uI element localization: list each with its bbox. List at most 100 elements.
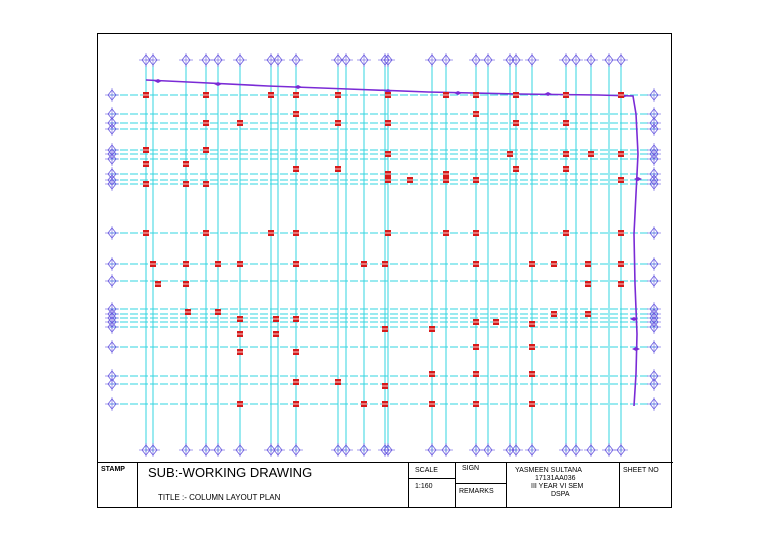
column-rect-icon bbox=[385, 92, 391, 98]
boundary-vertex-icon bbox=[634, 177, 642, 181]
column-rect-icon bbox=[268, 92, 274, 98]
column-rect-icon bbox=[293, 111, 299, 117]
column-rect-icon bbox=[585, 311, 591, 317]
column-rect-icon bbox=[183, 281, 189, 287]
diamond-cross-icon bbox=[289, 443, 303, 457]
column-rect-icon bbox=[551, 261, 557, 267]
column-rect-icon bbox=[429, 326, 435, 332]
diamond-cross-icon bbox=[105, 226, 119, 240]
column-rect-icon bbox=[183, 161, 189, 167]
column-rect-icon bbox=[237, 261, 243, 267]
column-rect-icon bbox=[143, 161, 149, 167]
subject-cell: SUB:-WORKING DRAWING TITLE :- COLUMN LAY… bbox=[138, 463, 409, 508]
column-rect-icon bbox=[585, 281, 591, 287]
column-rect-icon bbox=[335, 166, 341, 172]
column-rect-icon bbox=[273, 316, 279, 322]
sheet-no-cell: SHEET NO bbox=[620, 463, 673, 508]
scale-cell: SCALE 1:160 bbox=[409, 463, 456, 508]
diamond-cross-icon bbox=[525, 53, 539, 67]
column-rect-icon bbox=[183, 181, 189, 187]
year-sem: III YEAR VI SEM bbox=[531, 483, 584, 490]
boundary-vertex-icon bbox=[214, 82, 222, 86]
diamond-cross-icon bbox=[105, 122, 119, 136]
diamond-cross-icon bbox=[233, 443, 247, 457]
column-rect-icon bbox=[385, 171, 391, 177]
diamond-cross-icon bbox=[614, 443, 628, 457]
column-rect-icon bbox=[335, 92, 341, 98]
diamond-cross-icon bbox=[481, 53, 495, 67]
diamond-cross-icon bbox=[525, 443, 539, 457]
sheet-no-label: SHEET NO bbox=[623, 467, 659, 474]
column-rect-icon bbox=[203, 147, 209, 153]
diamond-cross-icon bbox=[105, 397, 119, 411]
column-rect-icon bbox=[143, 147, 149, 153]
column-rect-icon bbox=[155, 281, 161, 287]
column-rect-icon bbox=[529, 321, 535, 327]
column-rect-icon bbox=[203, 120, 209, 126]
column-rect-icon bbox=[588, 151, 594, 157]
diamond-cross-icon bbox=[381, 443, 395, 457]
diamond-cross-icon bbox=[105, 340, 119, 354]
column-rect-icon bbox=[563, 230, 569, 236]
diamond-cross-icon bbox=[381, 53, 395, 67]
column-rect-icon bbox=[215, 309, 221, 315]
column-rect-icon bbox=[150, 261, 156, 267]
diamond-cross-icon bbox=[584, 53, 598, 67]
column-rect-icon bbox=[563, 151, 569, 157]
column-rect-icon bbox=[382, 383, 388, 389]
subject-text: SUB:-WORKING DRAWING bbox=[148, 465, 313, 480]
diamond-cross-icon bbox=[357, 53, 371, 67]
column-rect-icon bbox=[237, 120, 243, 126]
diamond-cross-icon bbox=[469, 443, 483, 457]
column-rect-icon bbox=[382, 401, 388, 407]
grid-markers bbox=[105, 53, 661, 457]
diamond-cross-icon bbox=[647, 377, 661, 391]
boundary-vertex-icon bbox=[294, 85, 302, 89]
diamond-cross-icon bbox=[357, 443, 371, 457]
column-layout-plan bbox=[105, 53, 661, 457]
column-rect-icon bbox=[237, 349, 243, 355]
column-rect-icon bbox=[618, 261, 624, 267]
column-rect-icon bbox=[513, 120, 519, 126]
column-rect-icon bbox=[443, 230, 449, 236]
boundary-vertex-icon bbox=[454, 91, 462, 95]
column-rect-icon bbox=[143, 92, 149, 98]
diamond-cross-icon bbox=[647, 257, 661, 271]
column-rect-icon bbox=[203, 92, 209, 98]
column-rect-icon bbox=[293, 401, 299, 407]
diamond-cross-icon bbox=[105, 257, 119, 271]
diamond-cross-icon bbox=[647, 177, 661, 191]
diamond-cross-icon bbox=[439, 53, 453, 67]
column-rect-icon bbox=[335, 120, 341, 126]
column-rect-icon bbox=[143, 230, 149, 236]
diamond-cross-icon bbox=[105, 177, 119, 191]
diamond-cross-icon bbox=[509, 443, 523, 457]
title-block: STAMP SUB:-WORKING DRAWING TITLE :- COLU… bbox=[98, 462, 673, 508]
column-rect-icon bbox=[293, 166, 299, 172]
diamond-cross-icon bbox=[647, 88, 661, 102]
sign-cell: SIGN REMARKS bbox=[456, 463, 507, 508]
column-rect-icon bbox=[443, 92, 449, 98]
vertical-grid-lines bbox=[145, 64, 622, 452]
boundary-vertex-icon bbox=[154, 79, 162, 83]
columns bbox=[143, 92, 624, 407]
boundary-vertex-icon bbox=[632, 347, 640, 351]
column-rect-icon bbox=[361, 401, 367, 407]
diamond-cross-icon bbox=[425, 53, 439, 67]
column-rect-icon bbox=[237, 401, 243, 407]
column-rect-icon bbox=[293, 230, 299, 236]
boundary-vertex-icon bbox=[630, 317, 638, 321]
column-rect-icon bbox=[203, 230, 209, 236]
column-rect-icon bbox=[293, 92, 299, 98]
diamond-cross-icon bbox=[199, 443, 213, 457]
diamond-cross-icon bbox=[647, 152, 661, 166]
column-rect-icon bbox=[618, 281, 624, 287]
diamond-cross-icon bbox=[602, 53, 616, 67]
diamond-cross-icon bbox=[146, 443, 160, 457]
column-rect-icon bbox=[618, 151, 624, 157]
column-rect-icon bbox=[529, 261, 535, 267]
diamond-cross-icon bbox=[469, 53, 483, 67]
column-rect-icon bbox=[237, 331, 243, 337]
diamond-cross-icon bbox=[289, 53, 303, 67]
diamond-cross-icon bbox=[614, 53, 628, 67]
